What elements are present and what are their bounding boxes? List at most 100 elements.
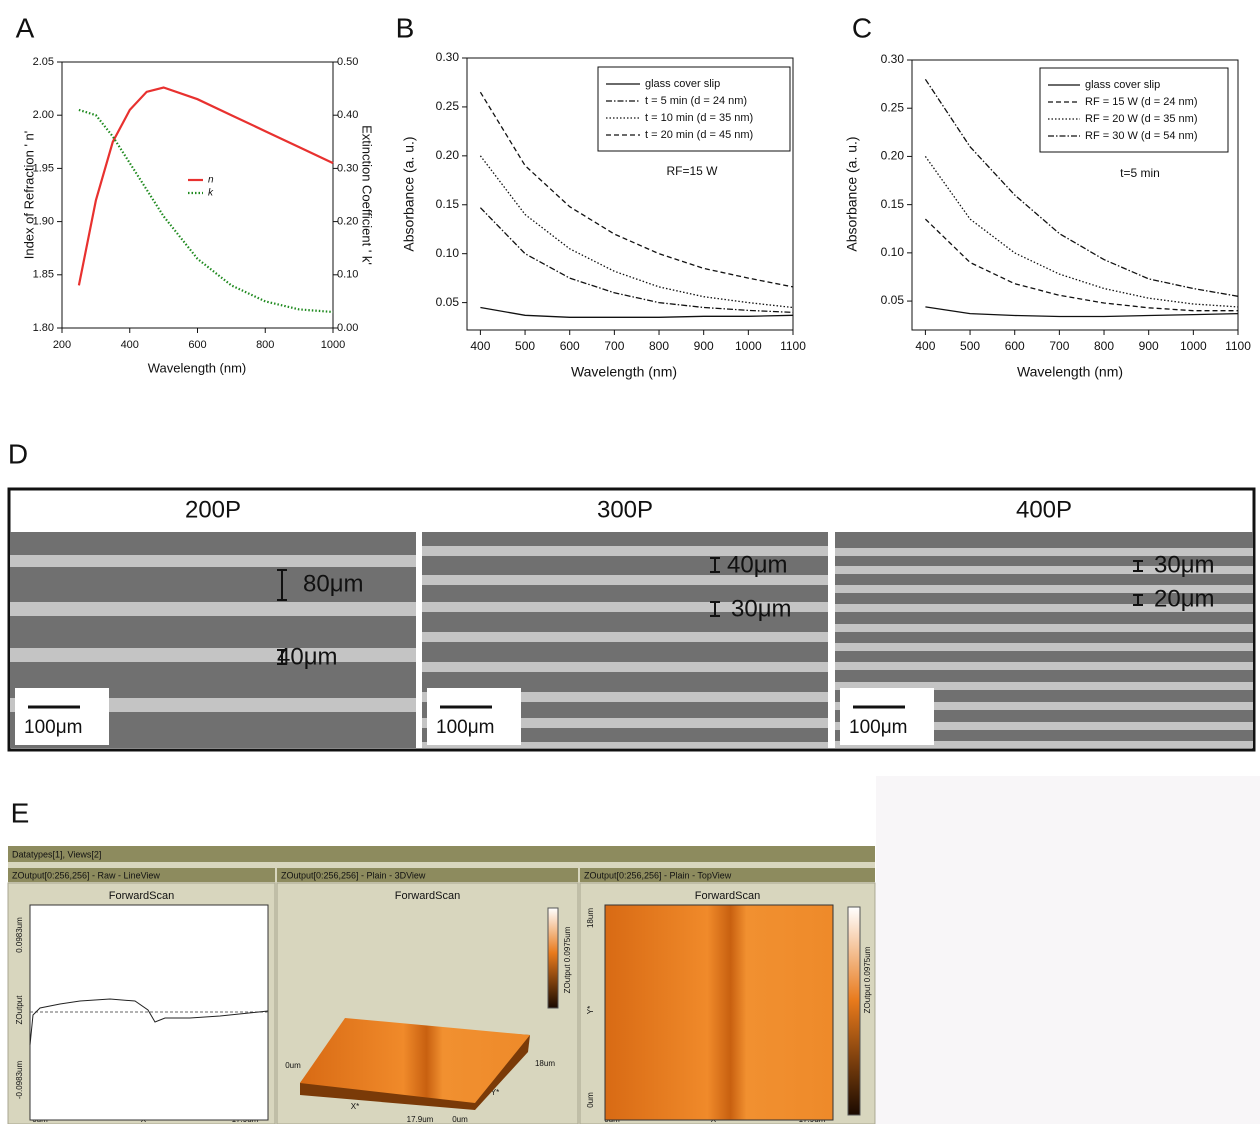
scale-label: 100μm [436,717,494,738]
dimension-label: 30μm [1154,551,1215,578]
y2-tick-label: 0.40 [337,109,358,121]
x-tick-label: 800 [649,339,669,353]
x-tick-label: 800 [1094,339,1114,353]
dimension-label: 80μm [303,570,364,597]
legend-label: t = 20 min (d = 45 nm) [645,129,753,141]
y-tick-label: 0.15 [881,197,905,211]
y-tick-label: 0.30 [881,52,905,66]
view-axis-label: 0um [285,1061,301,1070]
panel-label: E [11,797,30,828]
view-axis-label: 0.0983um [15,917,24,953]
dimension-label: 30μm [731,595,792,622]
legend-label: glass cover slip [1085,79,1160,91]
y2-tick-label: 0.20 [337,216,358,228]
y2-tick-label: 0.00 [337,322,358,334]
view-axis-label: 17.9um [407,1115,434,1124]
y-tick-label: 1.80 [33,322,54,334]
x-tick-label: 1000 [321,339,345,351]
legend-label: glass cover slip [645,78,720,90]
legend-label: t = 10 min (d = 35 nm) [645,112,753,124]
y-tick-label: 0.25 [436,99,460,113]
stripe [835,643,1253,651]
window-title: Datatypes[1], Views[2] [12,849,101,859]
panel-label: A [16,12,35,43]
stripe [835,624,1253,632]
view-axis-label: 18um [586,908,595,928]
y-tick-label: 1.85 [33,269,54,281]
view-header-text: ZOutput[0:256,256] - Raw - LineView [12,870,160,880]
figure: A20040060080010001.801.851.901.952.002.0… [0,0,1260,1124]
y-tick-label: 0.10 [436,246,460,260]
view-axis-label: -0.0983um [15,1061,24,1100]
scale-label: 100μm [24,717,82,738]
view-axis-label: ZOutput 0.0975um [563,926,572,993]
view-axis-label: 0um [452,1115,468,1124]
y-tick-label: 2.00 [33,109,54,121]
view-axis-label: ZOutput 0.0975um [863,946,872,1013]
image-title: 200P [185,496,241,523]
x-tick-label: 500 [960,339,980,353]
view-axis-label: ZOutput [15,995,24,1025]
legend-label: t = 5 min (d = 24 nm) [645,95,747,107]
x-tick-label: 400 [121,339,139,351]
stripe [422,632,828,642]
view-axis-label: X* [351,1102,359,1111]
view-header-text: ZOutput[0:256,256] - Plain - TopView [584,870,732,880]
x-tick-label: 700 [604,339,624,353]
y2-tick-label: 0.10 [337,269,358,281]
blank-area [876,776,1260,1124]
color-bar [548,908,558,1008]
data-line [925,307,1238,317]
y-tick-label: 0.20 [881,149,905,163]
image-title: 400P [1016,496,1072,523]
legend-label: k [208,188,214,199]
x-tick-label: 600 [1005,339,1025,353]
y-tick-label: 0.15 [436,197,460,211]
x-tick-label: 900 [1139,339,1159,353]
y-axis-label: Absorbance (a. u.) [401,136,417,251]
legend-label: n [208,175,214,186]
x-tick-label: 900 [694,339,714,353]
x-tick-label: 500 [515,339,535,353]
view-header-text: ZOutput[0:256,256] - Plain - 3DView [281,870,426,880]
view-title: ForwardScan [695,890,760,902]
stripe [10,602,416,616]
window-titlebar [8,846,875,862]
x-tick-label: 1000 [1180,339,1207,353]
view-axis-label: Y* [586,1006,595,1014]
x-tick-label: 600 [188,339,206,351]
y-tick-label: 2.05 [33,56,54,68]
x-axis-label: Wavelength (nm) [571,364,677,380]
legend-label: RF = 15 W (d = 24 nm) [1085,96,1197,108]
data-line [79,88,333,286]
panel-label: D [8,438,28,469]
plot-frame [62,62,333,328]
y-axis-label: Absorbance (a. u.) [844,136,860,251]
view-axis-label: 0um [586,1092,595,1108]
stripe [422,662,828,672]
y-tick-label: 0.30 [436,50,460,64]
y-tick-label: 0.05 [436,295,460,309]
data-line [480,208,793,313]
x-tick-label: 1100 [780,339,806,353]
stripe [10,555,416,567]
x-tick-label: 800 [256,339,274,351]
panel-label: C [852,12,872,43]
y2-axis-label: Extinction Coefficient ' k' [360,125,375,265]
dimension-label: 20μm [1154,585,1215,612]
dimension-label: 40μm [727,551,788,578]
x-tick-label: 700 [1049,339,1069,353]
legend-label: RF = 20 W (d = 35 nm) [1085,113,1197,125]
y-axis-label: Index of Refraction ' n' [21,131,36,260]
data-line [79,110,333,312]
color-bar [848,907,860,1115]
x-tick-label: 200 [53,339,71,351]
top-view [605,905,833,1120]
data-line [925,219,1238,311]
x-tick-label: 400 [470,339,490,353]
x-axis-label: Wavelength (nm) [1017,364,1123,380]
x-tick-label: 1000 [735,339,762,353]
data-line [480,308,793,318]
x-axis-label: Wavelength (nm) [148,360,247,375]
data-line [480,156,793,308]
